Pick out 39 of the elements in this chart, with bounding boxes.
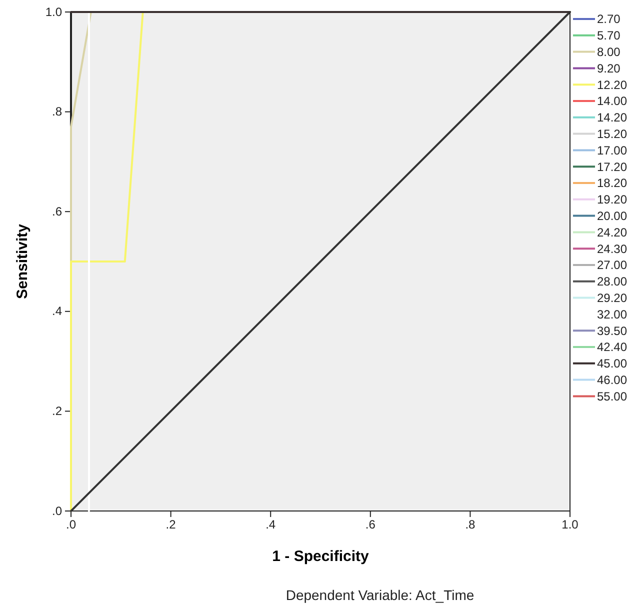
legend-label: 42.40 [597, 340, 628, 354]
legend-label: 9.20 [597, 61, 621, 76]
y-tick-label: .8 [52, 104, 62, 119]
legend-label: 17.20 [597, 160, 628, 174]
legend-label: 17.00 [597, 143, 628, 158]
legend-label: 24.20 [597, 225, 628, 240]
text: 32.00 [597, 307, 628, 322]
x-tick-label: .2 [166, 518, 176, 532]
x-tick-label: .6 [365, 518, 376, 532]
legend-label: 28.00 [597, 274, 628, 289]
legend-label: 12.20 [597, 78, 628, 92]
legend-label: 45.00 [597, 356, 628, 371]
legend-label: 29.20 [597, 291, 628, 305]
y-tick-label: .2 [52, 404, 62, 418]
x-tick-label: .4 [266, 518, 276, 532]
legend-label: 55.00 [597, 389, 628, 404]
legend-label: 14.20 [597, 110, 628, 125]
legend-label: 24.30 [597, 242, 628, 256]
legend-label: 46.00 [597, 373, 628, 387]
legend-label: 8.00 [597, 45, 621, 59]
y-tick-label: .0 [52, 504, 62, 518]
y-tick-label: 1.0 [45, 4, 62, 19]
legend-label: 2.70 [597, 12, 621, 26]
legend-label: 15.20 [597, 127, 628, 141]
legend-label: 5.70 [597, 28, 621, 43]
y-axis-title: Sensitivity [14, 223, 31, 300]
legend-label: 18.20 [597, 176, 628, 190]
legend-label: 20.00 [597, 209, 628, 223]
x-tick-label: .0 [66, 518, 76, 532]
legend-label: 39.50 [597, 324, 628, 338]
y-tick-label: .6 [52, 204, 62, 218]
text: Dependent Variable: Act_Time [286, 587, 474, 603]
legend-label: 14.00 [597, 94, 628, 108]
x-tick-label: 1.0 [562, 518, 579, 532]
y-tick-label: .4 [52, 304, 62, 318]
x-tick-label: .8 [465, 518, 476, 532]
x-axis-title: 1 - Specificity [272, 548, 370, 565]
legend-label: 27.00 [597, 258, 628, 272]
legend-label: 19.20 [597, 192, 628, 207]
